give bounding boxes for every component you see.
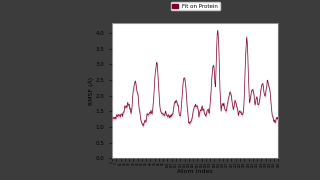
X-axis label: Atom Index: Atom Index xyxy=(177,168,213,174)
Legend: Fit on Protein: Fit on Protein xyxy=(171,2,220,10)
Y-axis label: RMSF (Å): RMSF (Å) xyxy=(89,77,94,105)
Bar xyxy=(112,23,278,158)
